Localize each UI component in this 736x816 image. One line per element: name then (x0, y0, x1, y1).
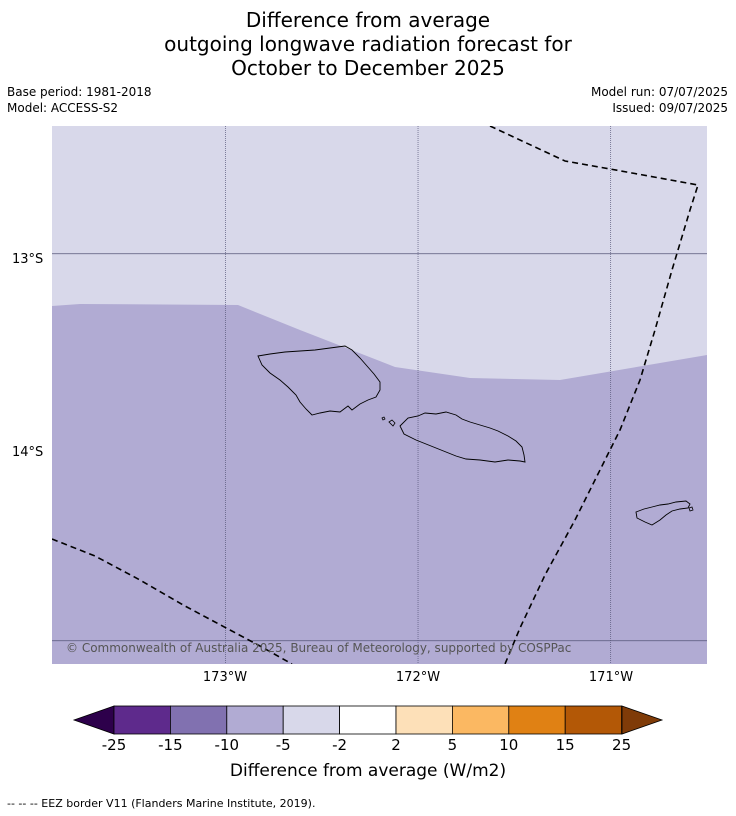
colorbar-box-1 (169, 705, 228, 735)
aunuu-island (688, 506, 694, 512)
issued-date: Issued: 09/07/2025 (612, 101, 728, 115)
colorbar-tick-label: -2 (332, 736, 348, 754)
colorbar-box-2 (226, 705, 284, 735)
manono-island (388, 419, 396, 427)
colorbar-box-6 (451, 705, 510, 735)
colorbar-under-arrow (72, 705, 115, 735)
copyright-notice: © Commonwealth of Australia 2025, Bureau… (66, 641, 572, 655)
colorbar-tick-label: 10 (499, 736, 519, 754)
meta-right: Model run: 07/07/2025 Issued: 09/07/2025 (591, 84, 728, 116)
lon-label-171w: 171°W (588, 670, 634, 685)
colorbar-box-0 (113, 705, 171, 735)
colorbar-tick-label: -15 (158, 736, 183, 754)
colorbar-over-arrow (621, 705, 664, 735)
model-run: Model run: 07/07/2025 (590, 85, 728, 99)
title-line-3: October to December 2025 (231, 56, 505, 80)
colorbar-tick-label: -10 (214, 736, 240, 754)
lat-label-13s: 13°S (12, 252, 44, 267)
colorbar-box-8 (564, 705, 623, 735)
colorbar-boxes (113, 705, 623, 735)
lon-label-173w: 173°W (202, 670, 248, 685)
colorbar-tick-label: 5 (447, 736, 458, 754)
savaii-island (257, 345, 381, 416)
colorbar-box-5 (395, 705, 453, 735)
lat-label-14s: 14°S (12, 445, 44, 460)
upolu-island (399, 411, 526, 463)
apolima-island (381, 416, 386, 421)
colorbar-tick-label: -25 (101, 736, 127, 754)
eez-border-north (489, 126, 700, 664)
anomaly-band-lower (52, 304, 707, 664)
base-period: Base period: 1981-2018 (7, 85, 152, 99)
chart-title: Difference from average outgoing longwav… (0, 8, 736, 80)
colorbar-label: Difference from average (W/m2) (229, 761, 507, 781)
eez-footnote: -- -- -- EEZ border V11 (Flanders Marine… (7, 797, 316, 810)
colorbar-box-7 (508, 705, 566, 735)
eez-border-southwest (52, 538, 293, 664)
tutuila-island (635, 500, 691, 526)
title-line-2: outgoing longwave radiation forecast for (164, 32, 572, 56)
colorbar-box-4 (339, 705, 397, 735)
title-line-1: Difference from average (245, 8, 491, 32)
meta-left: Base period: 1981-2018 Model: ACCESS-S2 (7, 84, 152, 116)
colorbar-tick-label: 2 (391, 736, 401, 754)
colorbar-box-3 (282, 705, 341, 735)
colorbar-tick-label: 25 (612, 736, 632, 754)
lon-label-172w: 172°W (395, 670, 441, 685)
gridlines (52, 126, 707, 664)
colorbar-tick-label: 15 (555, 736, 575, 754)
model-name: Model: ACCESS-S2 (7, 101, 119, 115)
colorbar-tick-label: -5 (275, 736, 291, 754)
